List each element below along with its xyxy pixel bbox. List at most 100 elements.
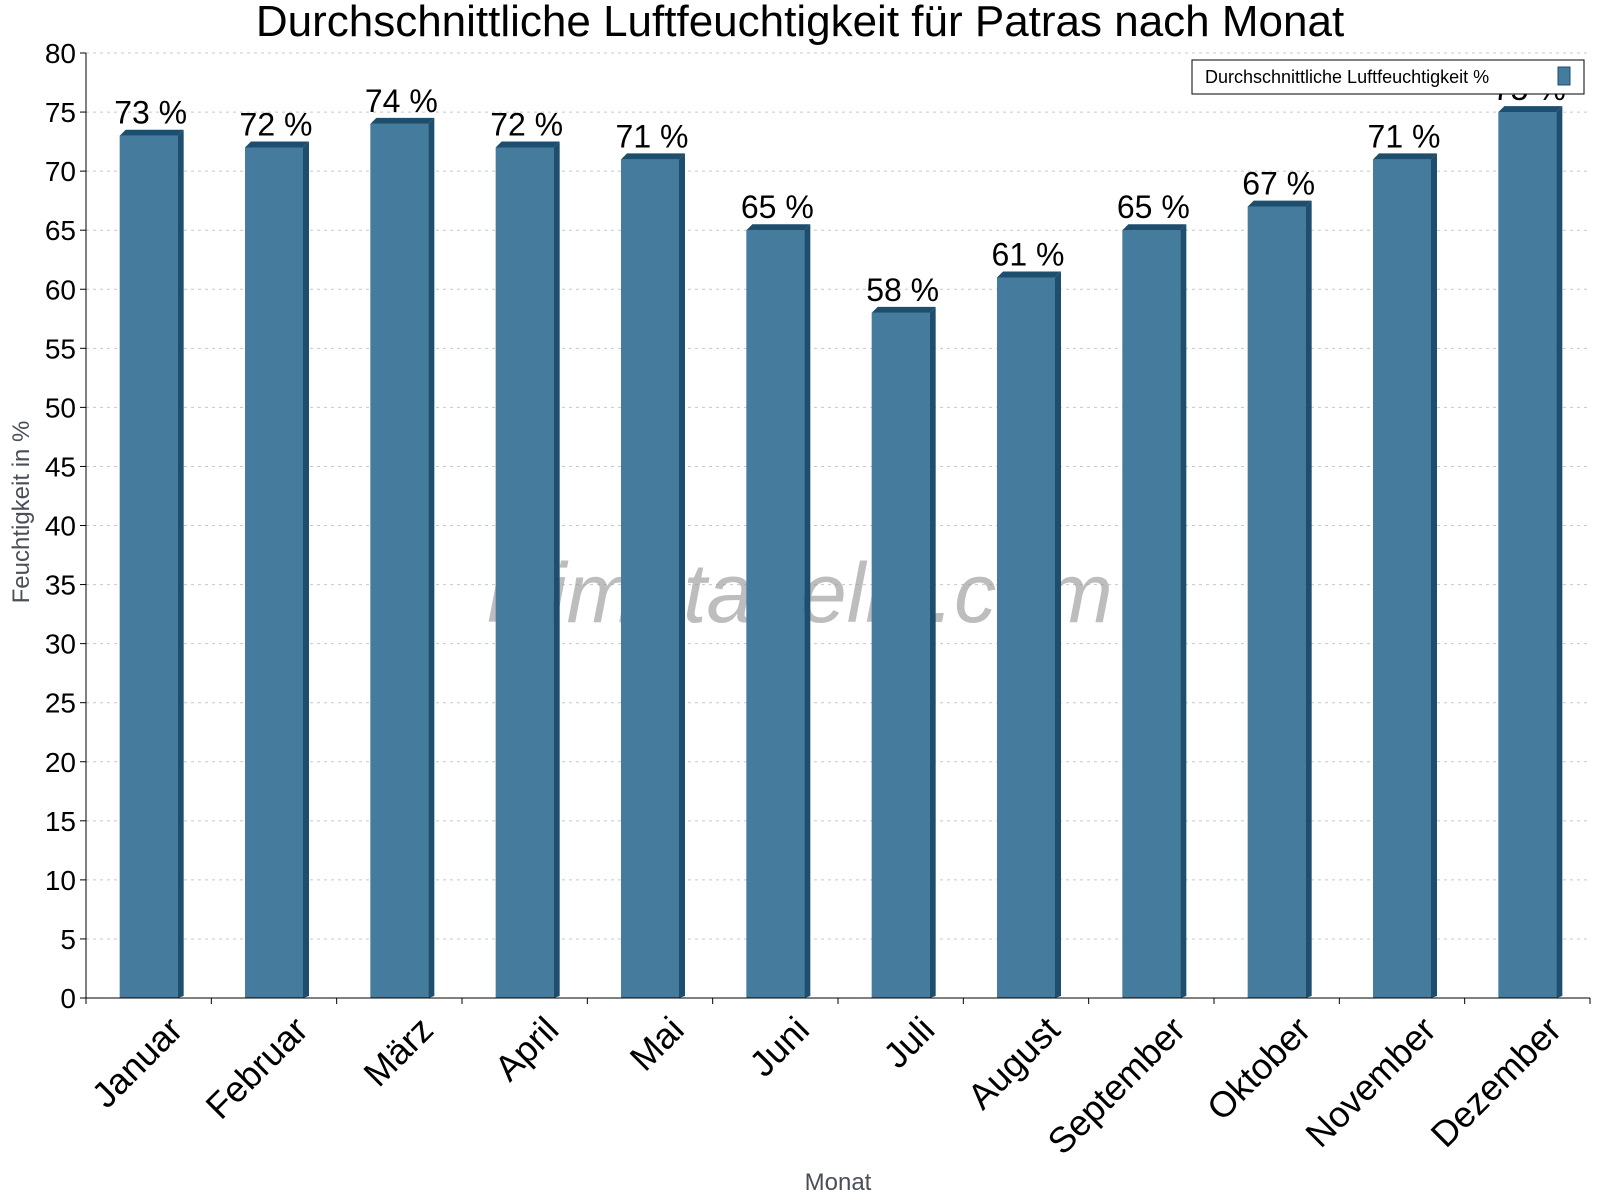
bar-face <box>997 277 1055 998</box>
bar-november <box>1373 153 1437 998</box>
bar-side <box>1055 271 1061 998</box>
bar-februar <box>245 141 309 998</box>
y-tick-label: 40 <box>45 511 76 542</box>
y-tick-label: 55 <box>45 333 76 364</box>
bar-top <box>1373 153 1437 160</box>
y-tick-label: 50 <box>45 392 76 423</box>
legend-label: Durchschnittliche Luftfeuchtigkeit % <box>1205 67 1489 87</box>
y-tick-label: 10 <box>45 865 76 896</box>
x-axis-label: Monat <box>805 1169 872 1196</box>
bar-oktober <box>1247 200 1312 998</box>
x-tick-label: August <box>959 1009 1067 1117</box>
y-tick-label: 35 <box>45 570 76 601</box>
x-tick-label: Oktober <box>1199 1009 1319 1129</box>
bar-face <box>495 147 554 998</box>
data-label: 58 % <box>866 272 939 308</box>
data-label: 65 % <box>1117 189 1190 225</box>
bar-top <box>1122 224 1187 231</box>
x-tick-label: November <box>1297 1009 1443 1155</box>
bar-side <box>1180 224 1187 998</box>
y-tick-label: 15 <box>45 806 76 837</box>
x-tick-label: März <box>355 1009 441 1095</box>
data-label: 71 % <box>616 118 689 154</box>
x-tick-label: Juni <box>741 1009 817 1085</box>
bar-side <box>177 129 184 998</box>
bar-september <box>1122 224 1187 998</box>
y-tick-label: 25 <box>45 688 76 719</box>
bar-face <box>746 230 805 998</box>
bar-top <box>871 306 936 313</box>
bar-face <box>1373 159 1431 998</box>
bar-top <box>245 141 309 148</box>
bar-märz <box>370 117 435 998</box>
data-label: 72 % <box>490 107 563 143</box>
bar-face <box>621 159 679 998</box>
y-tick-label: 5 <box>60 924 76 955</box>
bar-side <box>679 153 685 998</box>
bar-face <box>1122 230 1181 998</box>
bar-side <box>303 141 309 998</box>
data-label: 73 % <box>114 95 187 131</box>
y-axis-label: Feuchtigkeit in % <box>8 421 35 604</box>
bars <box>119 106 1563 998</box>
bar-side <box>804 224 811 998</box>
data-label: 72 % <box>240 107 313 143</box>
bar-side <box>929 306 936 998</box>
bar-mai <box>621 153 685 998</box>
bar-top <box>495 141 560 148</box>
chart-title: Durchschnittliche Luftfeuchtigkeit für P… <box>256 0 1344 46</box>
bar-face <box>119 135 178 998</box>
x-tick-label: Februar <box>198 1009 316 1127</box>
bar-top <box>119 129 184 136</box>
bar-top <box>1247 200 1312 207</box>
y-tick-labels: 0 5 10 15 20 25 30 35 40 45 50 55 60 65 70 75 80 <box>45 38 76 1014</box>
legend-box <box>1191 59 1585 95</box>
gridlines <box>86 52 1590 940</box>
x-tick-label: Mai <box>622 1009 692 1079</box>
bar-august <box>997 271 1061 998</box>
x-tick-label: April <box>486 1009 566 1089</box>
bar-juli <box>871 306 936 998</box>
bar-juni <box>746 224 811 998</box>
bar-face <box>370 123 429 998</box>
bar-side <box>1305 200 1312 998</box>
bar-side <box>1431 153 1437 998</box>
bar-face <box>871 312 930 998</box>
y-tick-label: 0 <box>60 983 76 1014</box>
bar-top <box>621 153 685 160</box>
bar-dezember <box>1498 106 1563 998</box>
x-tick-label: Juli <box>875 1009 942 1076</box>
bar-top <box>1498 106 1563 113</box>
bar-april <box>495 141 560 998</box>
x-tick-labels: Januar Februar März April Mai Juni Juli AugustS… <box>83 1009 1569 1163</box>
bar-januar <box>119 129 184 998</box>
y-tick-label: 75 <box>45 97 76 128</box>
bar-top <box>746 224 811 231</box>
data-label: 67 % <box>1242 166 1315 202</box>
bar-side <box>428 117 435 998</box>
bar-face <box>1247 206 1306 998</box>
bar-side <box>553 141 560 998</box>
legend: Durchschnittliche Luftfeuchtigkeit % <box>1191 59 1585 95</box>
y-tick-label: 60 <box>45 274 76 305</box>
bar-side <box>1556 106 1563 998</box>
y-tick-label: 30 <box>45 629 76 660</box>
bar-top <box>997 271 1061 278</box>
bar-face <box>1498 112 1557 998</box>
y-tick-label: 70 <box>45 156 76 187</box>
data-label: 74 % <box>365 83 438 119</box>
x-tick-label: Januar <box>83 1009 190 1116</box>
x-tick-label: Dezember <box>1423 1009 1569 1155</box>
y-tick-label: 80 <box>45 38 76 69</box>
data-label: 65 % <box>741 189 814 225</box>
y-tick-label: 20 <box>45 747 76 778</box>
bar-top <box>370 117 435 124</box>
axes <box>80 52 1591 1004</box>
data-labels: 73 % 72 % 74 % 72 % 71 % 65 % 58 % 61 % 65 % 67 %… <box>114 71 1566 308</box>
bar-face <box>245 147 303 998</box>
y-tick-label: 45 <box>45 451 76 482</box>
data-label: 71 % <box>1368 118 1441 154</box>
x-tick-label: September <box>1039 1009 1193 1163</box>
data-label: 61 % <box>992 236 1065 272</box>
